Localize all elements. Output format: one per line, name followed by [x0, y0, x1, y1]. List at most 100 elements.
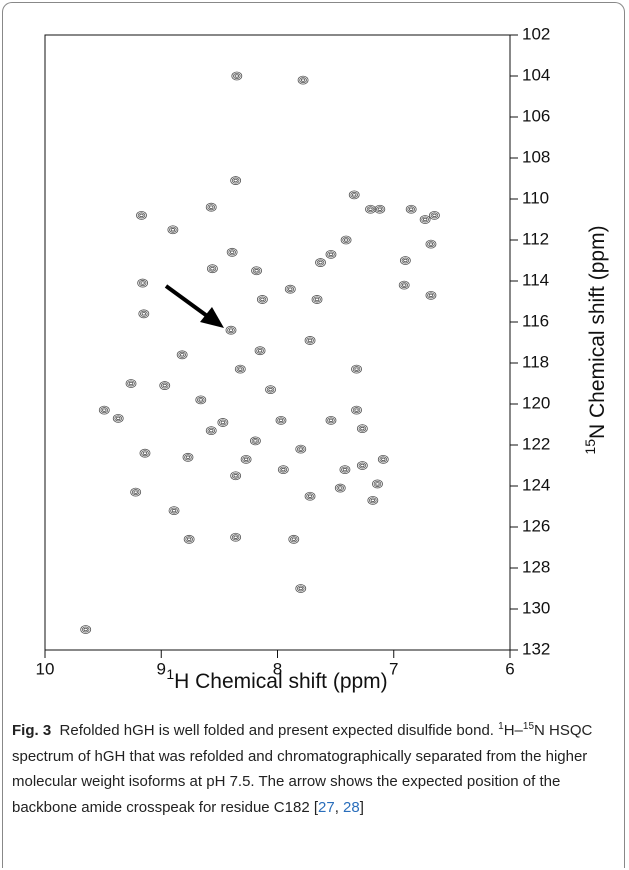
x-tick-label: 9 — [157, 659, 166, 678]
peak-contour — [352, 193, 357, 197]
peak-contour — [343, 238, 349, 242]
peak-contour — [367, 495, 379, 505]
peak-contour — [299, 77, 307, 84]
peak — [225, 325, 237, 335]
peak-contour — [231, 472, 240, 479]
peak-contour — [408, 207, 414, 211]
peak-contour — [140, 310, 148, 317]
peak-contour — [365, 204, 376, 214]
peak-contour — [327, 251, 335, 258]
peak-contour — [208, 265, 217, 272]
y-tick-label: 128 — [522, 557, 550, 576]
peak-contour — [425, 239, 437, 249]
peak-contour — [125, 379, 137, 388]
peak — [230, 176, 242, 185]
citation-link[interactable]: 28 — [343, 798, 360, 816]
peak-contour — [265, 385, 276, 395]
peak-contour — [243, 457, 249, 462]
peak-contour — [336, 485, 345, 492]
y-tick-label: 126 — [522, 516, 550, 535]
peak — [339, 465, 351, 475]
peak-contour — [159, 381, 171, 390]
peak-contour — [403, 258, 408, 263]
peak — [365, 204, 376, 214]
peak-contour — [278, 418, 284, 423]
peak-contour — [240, 454, 252, 464]
peak-contour — [311, 295, 323, 304]
peak-contour — [257, 349, 263, 353]
peak-contour — [400, 282, 409, 289]
peak-contour — [288, 534, 300, 544]
x-tick-label: 6 — [505, 659, 514, 678]
caption-text: ] — [359, 798, 364, 816]
peak-contour — [314, 297, 320, 302]
peak-contour — [205, 426, 217, 436]
peak-contour — [250, 436, 261, 446]
peak-contour — [432, 213, 437, 218]
peak — [130, 487, 142, 497]
peak-contour — [318, 260, 323, 265]
peak-contour — [352, 366, 361, 373]
peak-contour — [351, 364, 362, 374]
x-tick-label: 10 — [36, 659, 55, 678]
y-tick-label: 106 — [522, 106, 550, 125]
peak-contour — [268, 387, 273, 392]
peak-contour — [169, 226, 177, 233]
peak-contour — [352, 407, 361, 414]
y-tick-label: 122 — [522, 434, 550, 453]
peak-contour — [130, 487, 142, 497]
peak-contour — [170, 507, 178, 514]
peak-contour — [427, 241, 435, 248]
peak-contour — [342, 236, 350, 243]
peak-contour — [167, 225, 179, 235]
peak-contour — [307, 338, 313, 343]
peak-contour — [205, 202, 217, 212]
peak-contour — [238, 367, 243, 371]
peak-contour — [419, 215, 431, 224]
peak — [425, 290, 437, 300]
peak-contour — [226, 247, 238, 257]
peak — [250, 436, 261, 446]
peak-contour — [256, 295, 268, 304]
peak-contour — [195, 395, 207, 405]
y-tick-label: 110 — [522, 188, 549, 207]
peak-contour — [366, 206, 375, 213]
peak-contour — [341, 466, 349, 473]
peak-contour — [307, 494, 313, 498]
y-axis-label: 15N Chemical shift (ppm) — [582, 225, 609, 454]
peak-contour — [236, 366, 245, 373]
peak-contour — [291, 537, 296, 541]
peak-contour — [277, 465, 289, 475]
peak-contour — [348, 190, 360, 200]
peak-contour — [358, 462, 367, 469]
peak-contour — [139, 213, 144, 218]
y-axis-label-sup: 15 — [582, 439, 598, 455]
peak — [275, 415, 287, 425]
peak — [205, 202, 217, 212]
y-tick-label: 108 — [522, 147, 550, 166]
peak-contour — [178, 351, 186, 358]
peak-contour — [368, 207, 373, 211]
peak-contour — [186, 537, 192, 541]
peak — [348, 190, 360, 200]
peak-contour — [102, 408, 107, 412]
peak-contour — [170, 228, 176, 232]
peak-contour — [256, 347, 264, 354]
peak-contour — [421, 216, 429, 223]
peak-contour — [141, 312, 147, 316]
peak-contour — [81, 626, 90, 633]
plot-frame — [44, 34, 511, 651]
peak-contour — [427, 292, 435, 299]
peak — [231, 71, 243, 81]
peak-contour — [298, 586, 303, 591]
citation-link[interactable]: 27 — [318, 798, 335, 816]
peak — [183, 534, 195, 544]
peak-contour — [304, 336, 316, 345]
peak-contour — [297, 75, 309, 85]
peak — [295, 584, 307, 593]
peak-contour — [289, 536, 298, 543]
peak — [405, 204, 417, 214]
peak-contour — [138, 280, 147, 287]
peak-contour — [370, 498, 376, 503]
